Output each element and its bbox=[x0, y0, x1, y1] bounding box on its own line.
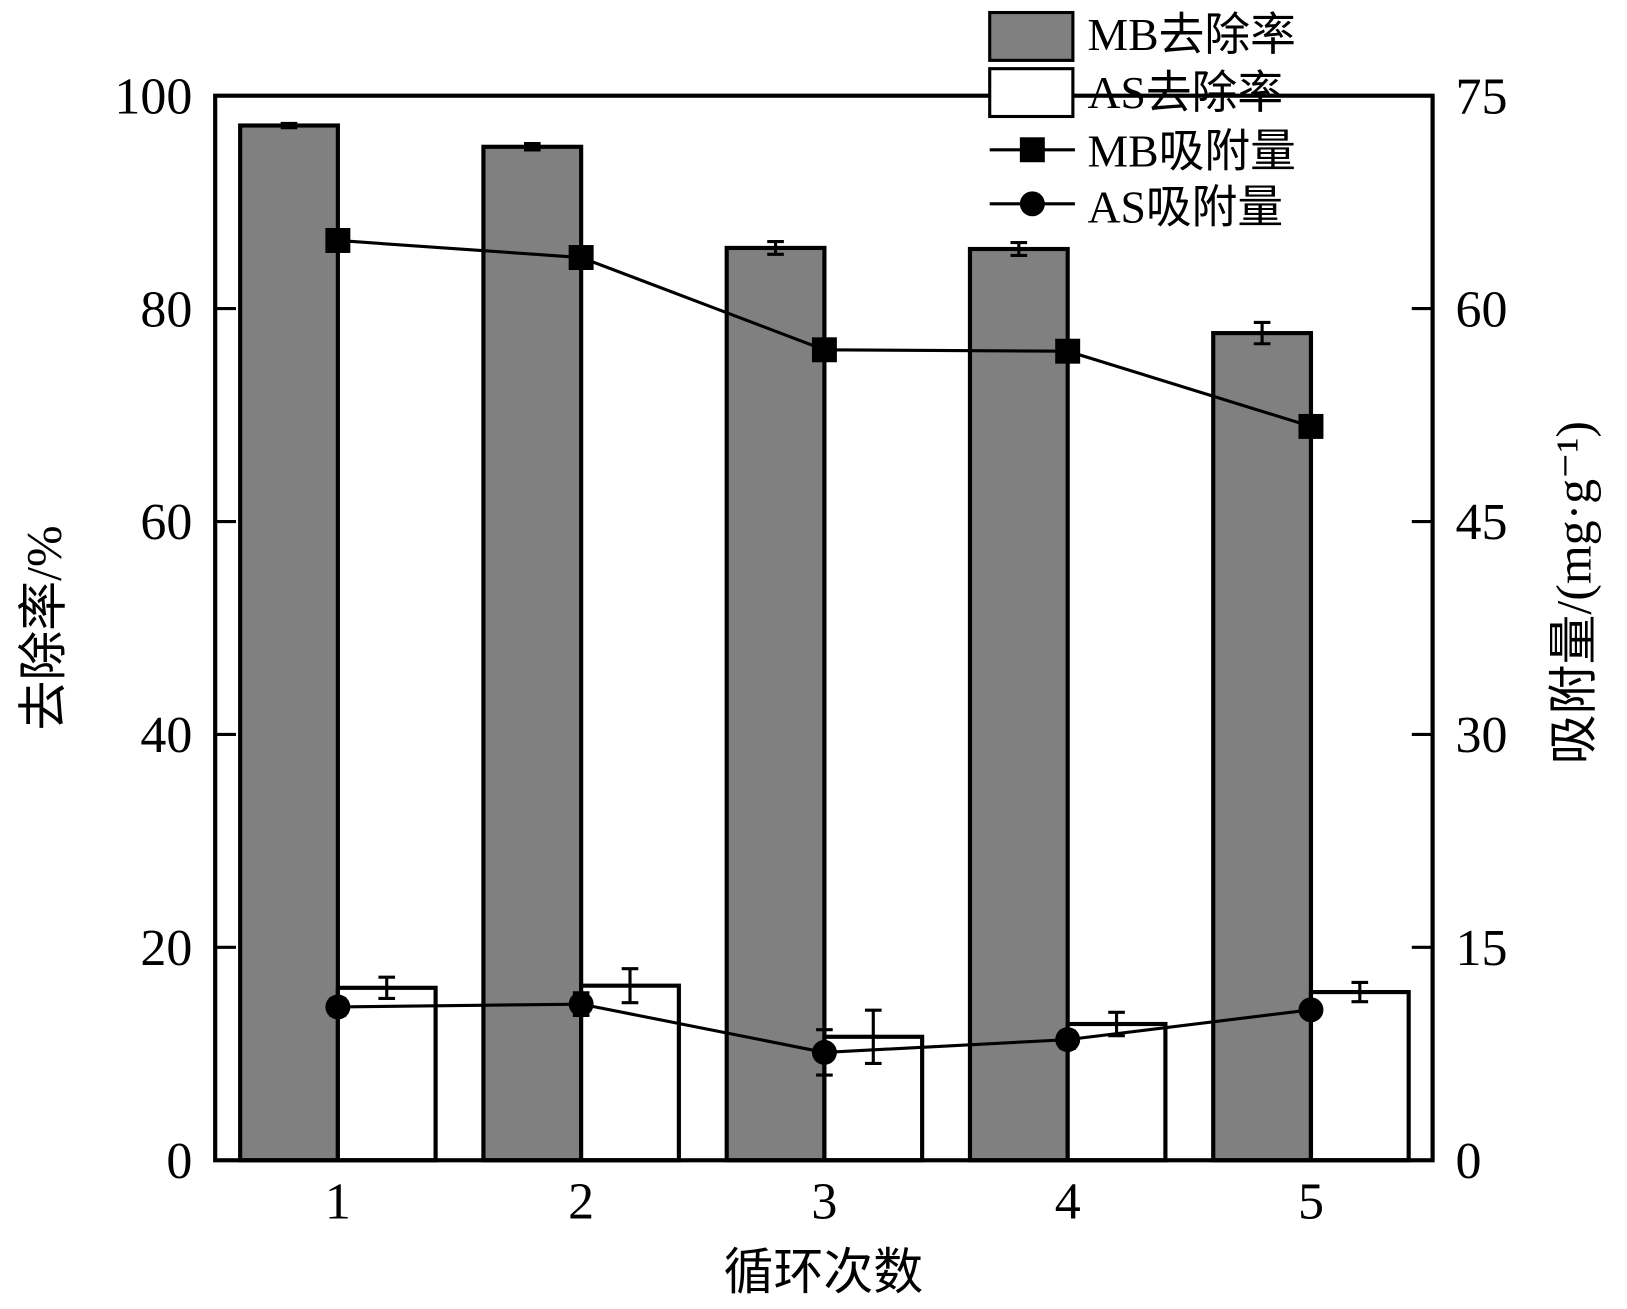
legend: MB去除率 AS去除率 MB吸附量 AS吸附量 bbox=[988, 9, 1296, 233]
y2-tick-label: 0 bbox=[1455, 1133, 1481, 1190]
bar-as-removal-5 bbox=[1308, 989, 1411, 1163]
bar-as-removal-4 bbox=[1065, 1021, 1168, 1163]
y-tick-label: 100 bbox=[114, 68, 192, 125]
bars-layer bbox=[238, 121, 1411, 1163]
bar-mb-removal-2 bbox=[481, 144, 584, 1163]
point-mb-adsorption-1 bbox=[325, 228, 351, 253]
legend-label: MB吸附量 bbox=[1087, 125, 1295, 176]
point-mb-adsorption-4 bbox=[1055, 338, 1081, 364]
legend-swatch-mb-removal bbox=[988, 10, 1075, 62]
bar-mb-removal-1 bbox=[238, 123, 340, 1163]
y2-tick-label: 30 bbox=[1455, 707, 1507, 764]
y2-tick-label: 45 bbox=[1455, 494, 1507, 551]
legend-label: AS吸附量 bbox=[1087, 182, 1283, 233]
y-tick-label: 80 bbox=[140, 281, 192, 338]
y-axis-label: 去除率/% bbox=[16, 525, 71, 730]
y2-axis-label: 吸附量/(mg·g⁻¹) bbox=[1547, 421, 1602, 764]
point-mb-adsorption-2 bbox=[568, 245, 594, 270]
x-tick-label: 5 bbox=[1298, 1173, 1324, 1230]
lines-layer bbox=[325, 228, 1324, 1077]
y2-tick-label: 75 bbox=[1455, 68, 1507, 125]
x-tick-label: 2 bbox=[568, 1173, 594, 1230]
y-tick-label: 0 bbox=[166, 1133, 192, 1190]
bar-mb-removal-4 bbox=[967, 246, 1070, 1163]
bar-as-removal-2 bbox=[579, 983, 681, 1163]
bar-mb-removal-5 bbox=[1211, 331, 1314, 1163]
bar-as-removal-1 bbox=[335, 985, 438, 1163]
point-as-adsorption-3 bbox=[811, 1039, 837, 1065]
point-as-adsorption-1 bbox=[325, 994, 351, 1020]
point-as-adsorption-5 bbox=[1298, 997, 1324, 1023]
y-tick-label: 20 bbox=[140, 920, 192, 977]
x-tick-label: 1 bbox=[325, 1173, 351, 1230]
x-axis-label: 循环次数 bbox=[724, 1245, 924, 1300]
legend-swatch-as-removal bbox=[988, 67, 1075, 119]
point-as-adsorption-2 bbox=[568, 991, 594, 1017]
y2-tick-label: 15 bbox=[1455, 920, 1507, 977]
x-tick-label: 3 bbox=[811, 1173, 837, 1230]
y2-tick-label: 60 bbox=[1455, 281, 1507, 338]
legend-label: AS去除率 bbox=[1087, 67, 1283, 118]
point-as-adsorption-4 bbox=[1055, 1027, 1081, 1053]
y-tick-label: 60 bbox=[140, 494, 192, 551]
point-mb-adsorption-5 bbox=[1298, 413, 1324, 439]
point-mb-adsorption-3 bbox=[811, 337, 837, 363]
x-tick-label: 4 bbox=[1055, 1173, 1081, 1230]
legend-marker-circle bbox=[1019, 191, 1045, 217]
y-tick-label: 40 bbox=[140, 707, 192, 764]
legend-label: MB去除率 bbox=[1087, 9, 1295, 60]
legend-marker-square bbox=[1019, 137, 1045, 163]
bar-mb-removal-3 bbox=[724, 245, 827, 1163]
